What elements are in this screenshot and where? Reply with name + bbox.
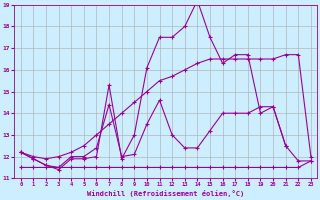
X-axis label: Windchill (Refroidissement éolien,°C): Windchill (Refroidissement éolien,°C) (87, 190, 244, 197)
